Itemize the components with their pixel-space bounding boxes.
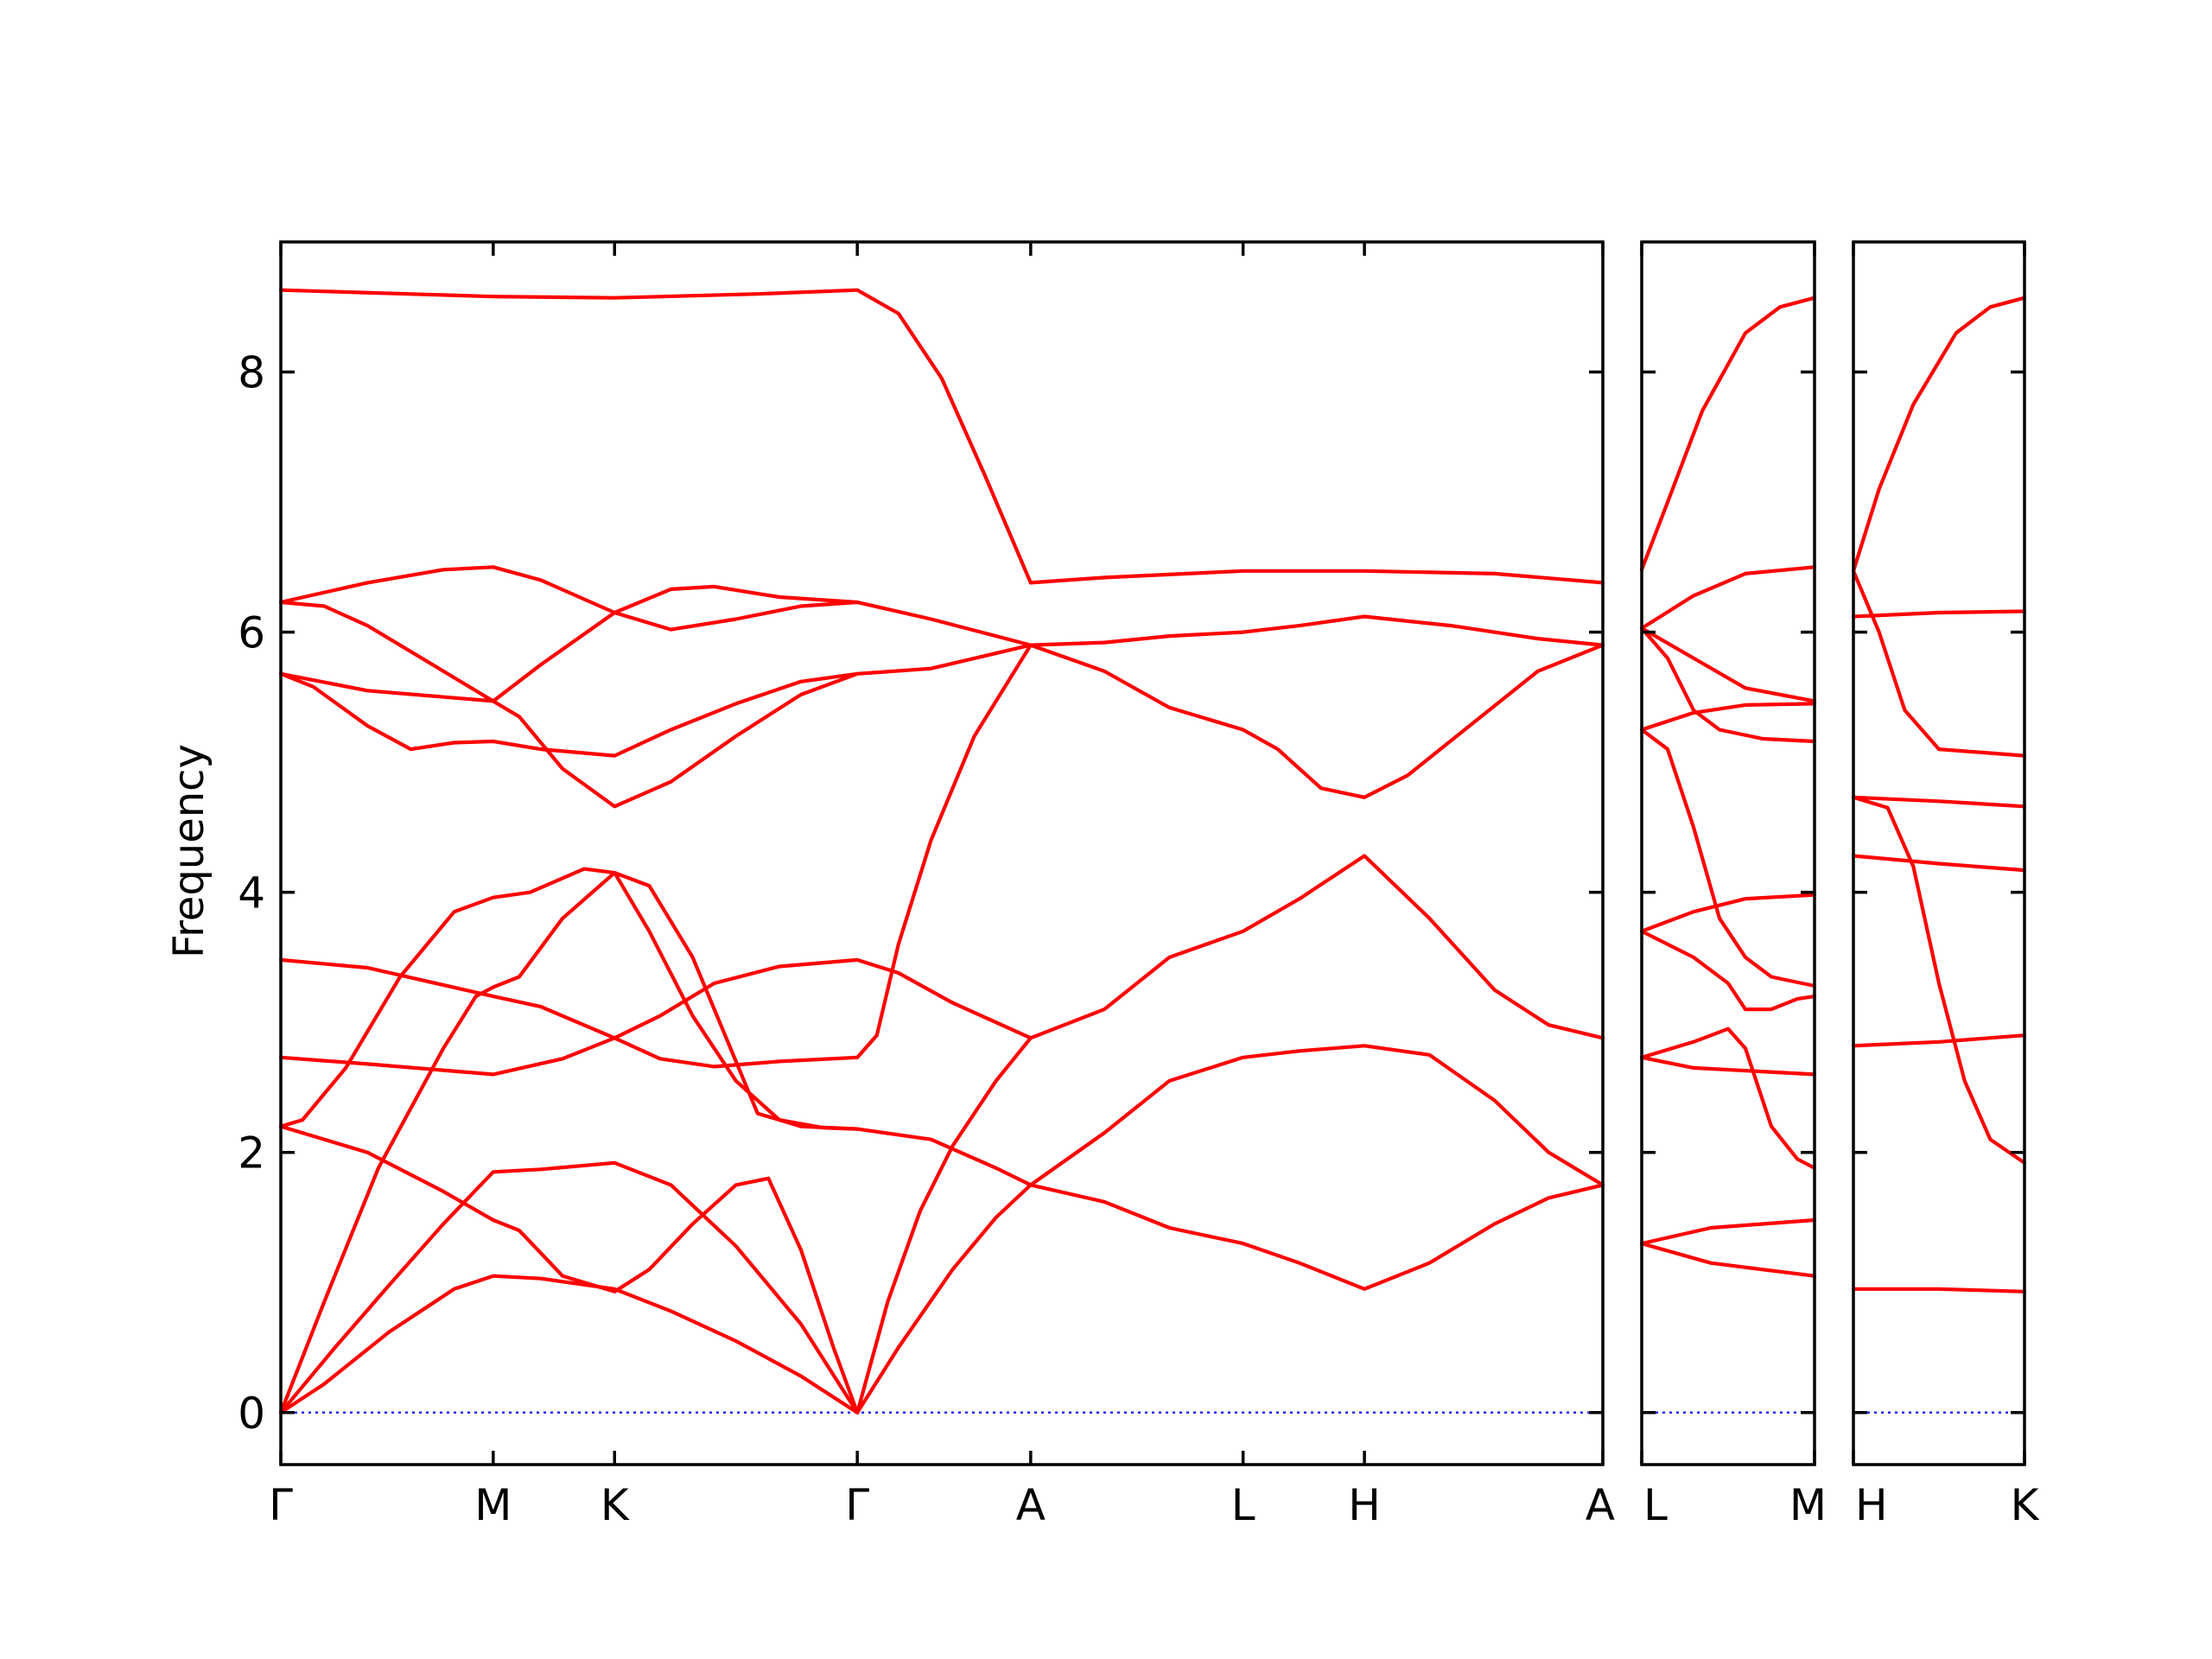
band-10: [1639, 626, 1817, 703]
y-tick-label: 4: [238, 868, 265, 918]
x-tick-label: M: [474, 1480, 512, 1530]
band-13: [855, 854, 1605, 1414]
band-14: [855, 1044, 1605, 1414]
y-tick-label: 8: [238, 348, 265, 398]
band-4: [278, 867, 860, 1131]
x-tick-label: A: [1586, 1480, 1615, 1530]
band-1: [278, 1274, 860, 1414]
y-tick-label: 2: [238, 1128, 265, 1179]
y-axis-label: Frequency: [165, 744, 213, 958]
plot-frame: [279, 240, 1605, 1466]
x-tick-label: L: [1231, 1480, 1255, 1530]
band-10: [278, 584, 860, 703]
band-9: [1639, 626, 1817, 744]
x-tick-label: M: [1789, 1480, 1827, 1530]
band-16: [1028, 614, 1605, 647]
band-5: [1851, 795, 2027, 809]
x-tick-label: H: [1855, 1480, 1888, 1530]
band-1: [1639, 1242, 1817, 1278]
band-3: [1851, 795, 2027, 1165]
band-15: [855, 1127, 1605, 1291]
band-6: [1851, 569, 2027, 758]
y-tick-label: 6: [238, 608, 265, 658]
band-2: [1639, 1217, 1817, 1246]
band-11: [1639, 565, 1817, 631]
band-12: [1639, 296, 1817, 572]
x-tick-label: Γ: [269, 1480, 293, 1530]
band-11: [278, 565, 1605, 799]
band-2: [278, 1160, 860, 1414]
band-17: [1028, 569, 1605, 585]
x-tick-label: H: [1348, 1480, 1381, 1530]
x-tick-label: L: [1643, 1480, 1668, 1530]
band-4: [1851, 854, 2027, 873]
band-4: [1639, 1027, 1817, 1170]
band-7: [1639, 728, 1817, 988]
x-tick-label: K: [601, 1480, 630, 1530]
band-3: [278, 871, 860, 1414]
band-7: [278, 643, 1033, 1069]
panel-1: 0 2 4 6 8 Γ M K Γ A L H A: [238, 240, 1615, 1530]
plot-frame: [1852, 240, 2026, 1466]
band-9: [278, 671, 860, 809]
band-5: [278, 1124, 860, 1414]
band-12: [278, 288, 1033, 585]
x-tick-label: Γ: [845, 1480, 869, 1530]
plot-frame: [1640, 240, 1816, 1466]
x-tick-label: A: [1016, 1480, 1046, 1530]
band-5: [1639, 929, 1817, 1012]
band-8: [278, 643, 1033, 758]
band-3: [1639, 1055, 1817, 1077]
band-1: [1851, 1287, 2027, 1294]
band-8: [1639, 702, 1817, 732]
band-6: [278, 957, 1033, 1077]
band-7: [1851, 609, 2027, 619]
y-tick-label: 0: [238, 1389, 265, 1439]
band-8: [1851, 296, 2027, 573]
x-tick-label: K: [2011, 1480, 2040, 1530]
band-6: [1639, 893, 1817, 933]
band-2: [1851, 1033, 2027, 1048]
